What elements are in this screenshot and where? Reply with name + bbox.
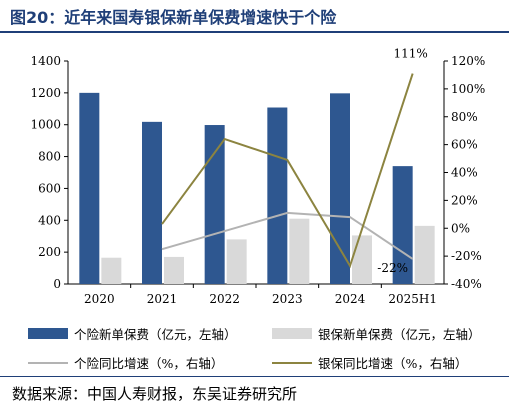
bar-bancassurance-premium <box>101 257 122 284</box>
bar-individual-premium <box>142 121 162 285</box>
x-tick-label: 2020 <box>84 292 115 306</box>
title-underline <box>0 31 509 33</box>
y-right-tick-label: 100% <box>451 82 485 96</box>
y-right-tick-label: 60% <box>451 138 478 152</box>
x-tick-label: 2021 <box>147 292 178 306</box>
source-note: 数据来源：中国人寿财报，东吴证券研究所 <box>12 385 298 403</box>
bar-individual-premium <box>204 125 225 284</box>
line-bancassurance-growth <box>161 73 414 269</box>
y-left-tick-label: 200 <box>38 245 61 259</box>
legend-label: 个险新单保费（亿元，左轴） <box>74 327 237 342</box>
chart: 0 200 400 600 800 1000 1200 1400 -40% -20% 0% 20% 40… <box>28 47 485 371</box>
y-left-tick-label: 800 <box>38 150 61 164</box>
legend-swatch <box>28 328 68 339</box>
legend-label: 个险同比增速（%，右轴） <box>74 356 223 371</box>
bar-individual-premium <box>79 92 100 284</box>
bar-bancassurance-premium <box>226 239 247 284</box>
y-right-tick-label: 20% <box>451 193 478 207</box>
x-tick-label: 2022 <box>209 292 240 306</box>
y-right-tick-label: 80% <box>451 110 478 124</box>
data-label: -22% <box>377 261 408 275</box>
y-left-tick-label: 1000 <box>30 118 61 132</box>
data-label: 111% <box>394 47 428 61</box>
legend-label: 银保新单保费（亿元，左轴） <box>318 327 481 342</box>
chart-title: 图20：近年来国寿银保新单保费增速快于个险 <box>10 8 337 27</box>
y-right-tick-label: 0% <box>451 221 470 235</box>
y-left-tick-label: 1200 <box>30 86 61 100</box>
y-left-tick-label: 1400 <box>30 54 61 68</box>
y-right-tick-label: 120% <box>451 54 485 68</box>
y-left-tick-label: 600 <box>38 181 61 195</box>
bar-individual-premium <box>330 93 350 285</box>
line-individual-growth <box>161 211 414 260</box>
bar-bancassurance-premium <box>289 218 310 284</box>
y-right-tick-label: 40% <box>451 166 478 180</box>
y-right-tick-label: -40% <box>451 277 482 291</box>
y-left-tick-label: 0 <box>53 277 61 291</box>
bar-bancassurance-premium <box>164 256 184 284</box>
legend-label: 银保同比增速（%，右轴） <box>318 356 467 371</box>
x-tick-label: 2023 <box>272 292 303 306</box>
y-left-tick-label: 400 <box>38 213 61 227</box>
legend-swatch <box>272 328 312 339</box>
x-tick-label: 2025H1 <box>388 292 437 306</box>
bar-bancassurance-premium <box>414 225 435 284</box>
y-right-tick-label: -20% <box>451 249 482 263</box>
bar-individual-premium <box>267 107 288 284</box>
x-tick-label: 2024 <box>335 292 366 306</box>
source-divider <box>0 376 509 377</box>
bar-bancassurance-premium <box>352 235 372 284</box>
